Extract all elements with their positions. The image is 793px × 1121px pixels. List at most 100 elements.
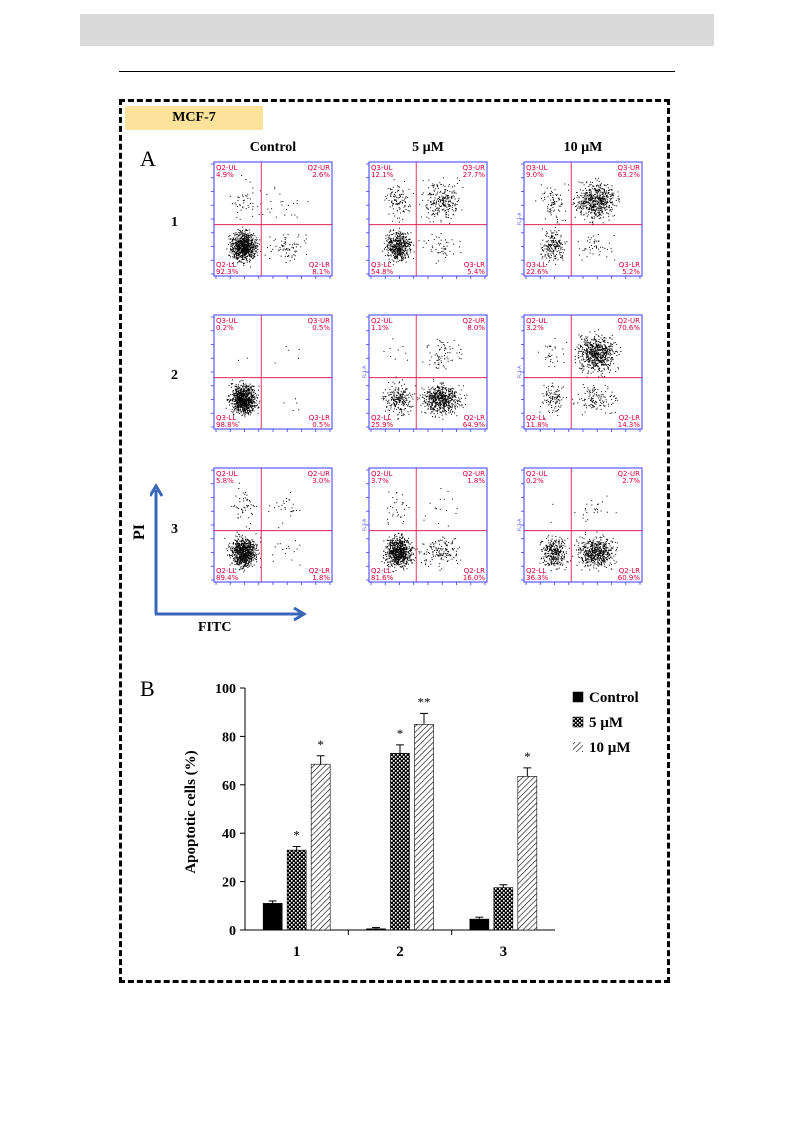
legend-swatch-1: [572, 716, 584, 728]
channel-label: FL1-A: [362, 365, 368, 378]
quadrant-label-ur-name: Q2-UR: [308, 470, 331, 478]
quadrant-label-lr: 1.8%: [312, 574, 330, 582]
pi-arrowhead: [150, 483, 164, 497]
x-tick-label: 2: [396, 944, 404, 960]
plot-border: [368, 314, 488, 430]
row-label-1: 1: [171, 215, 178, 230]
y-tick-label: 100: [215, 682, 236, 697]
quadrant-label-lr: 60.9%: [618, 574, 641, 582]
quadrant-label-ur-name: Q3-UR: [308, 317, 331, 325]
bar-3-1: [493, 887, 514, 931]
event-dots: [537, 329, 622, 419]
bar-1-0: [262, 903, 283, 931]
quadrant-label-ur-name: Q2-UR: [463, 317, 486, 325]
legend-label-1: 5 µM: [589, 715, 623, 731]
bar-3-2: [517, 776, 538, 931]
quadrant-label-ur: 1.8%: [467, 477, 485, 485]
pi-axis-label: PI: [131, 524, 148, 540]
legend-label-0: Control: [589, 690, 639, 706]
bar-2-0: [366, 928, 386, 931]
quadrant-label-ur: 27.7%: [463, 171, 486, 179]
quadrant-label-lr: 14.3%: [618, 421, 641, 429]
figure-frame: [119, 99, 670, 983]
quadrant-label-lr: 5.2%: [622, 268, 640, 276]
quadrant-label-ll-name: Q2-LL: [526, 414, 546, 422]
quadrant-label-ul: 9.0%: [526, 171, 544, 179]
quadrant-label-ll: 81.6%: [371, 574, 394, 582]
quadrant-label-lr-name: Q2-LR: [309, 261, 330, 269]
event-dots: [224, 482, 301, 573]
significance-mark: *: [397, 726, 404, 741]
quadrant-label-ul: 0.2%: [216, 324, 234, 332]
quadrant-label-ur: 3.0%: [312, 477, 330, 485]
quadrant-label-ul: 12.1%: [371, 171, 394, 179]
legend-label-2: 10 µM: [589, 740, 631, 756]
quadrant-label-ll: 25.9%: [371, 421, 394, 429]
y-tick-label: 80: [222, 730, 236, 745]
quadrant-label-ll: 54.8%: [371, 268, 394, 276]
quadrant-label-ur: 2.6%: [312, 171, 330, 179]
quadrant-label-ll: 92.3%: [216, 268, 239, 276]
bar-2-2: [414, 723, 434, 931]
channel-label: FL3-A: [517, 518, 523, 531]
y-tick-label: 60: [222, 779, 236, 794]
plot-border: [213, 467, 333, 583]
quadrant-label-lr-name: Q2-LR: [464, 567, 485, 575]
quadrant-label-ll-name: Q2-LL: [216, 261, 236, 269]
channel-label: FL1-A: [517, 212, 523, 225]
event-dots: [381, 338, 468, 421]
quadrant-label-ul: 1.1%: [371, 324, 389, 332]
quadrant-label-ul-name: Q2-UL: [526, 470, 548, 478]
quadrant-label-lr-name: Q2-LR: [619, 414, 640, 422]
event-dots: [539, 495, 618, 574]
quadrant-label-ll: 22.6%: [526, 268, 549, 276]
panel-b-label: B: [140, 676, 155, 701]
quadrant-label-ur: 8.0%: [467, 324, 485, 332]
bar-1-1: [286, 849, 307, 931]
quadrant-label-ul-name: Q3-UL: [216, 317, 238, 325]
quadrant-label-ul-name: Q3-UL: [526, 164, 548, 172]
fitc-axis-label: FITC: [198, 620, 232, 635]
quadrant-label-ul-name: Q2-UL: [371, 470, 393, 478]
event-dots: [225, 346, 300, 423]
row-label-3: 3: [171, 522, 178, 537]
y-tick-label: 0: [229, 924, 236, 939]
y-axis-label: Apoptotic cells (%): [183, 750, 199, 873]
bar-3-0: [469, 918, 490, 931]
quadrant-label-ll-name: Q3-LL: [371, 261, 391, 269]
quadrant-label-ll-name: Q3-LL: [526, 261, 546, 269]
axis-arrows: [150, 483, 307, 622]
quadrant-label-ul: 5.8%: [216, 477, 234, 485]
y-tick-label: 40: [222, 827, 236, 842]
fitc-arrowhead: [293, 606, 307, 622]
quadrant-label-lr-name: Q3-LR: [464, 261, 485, 269]
quadrant-label-ul-name: Q2-UL: [216, 470, 238, 478]
quadrant-label-ur: 0.5%: [312, 324, 330, 332]
quadrant-label-lr-name: Q3-LR: [309, 414, 330, 422]
channel-label: FL1-A: [517, 365, 523, 378]
apoptosis-bar-chart: Apoptotic cells (%) 0204060801001**2***3…: [183, 682, 639, 960]
x-tick-label: 3: [500, 944, 508, 960]
quadrant-label-lr: 8.1%: [312, 268, 330, 276]
column-header-5um: 5 µM: [412, 140, 444, 155]
row-label-2: 2: [171, 368, 178, 383]
plot-border: [523, 161, 643, 277]
quadrant-label-ur-name: Q2-UR: [618, 317, 641, 325]
quadrant-label-lr: 0.5%: [312, 421, 330, 429]
legend-swatch-0: [572, 691, 584, 703]
chart-legend: Control 5 µM 10 µM: [572, 690, 639, 756]
quadrant-label-ul-name: Q2-UL: [371, 317, 393, 325]
header-rule: [119, 71, 675, 72]
quadrant-label-ll-name: Q2-LL: [526, 567, 546, 575]
quadrant-label-ur: 2.7%: [622, 477, 640, 485]
quadrant-label-ur-name: Q3-UR: [463, 164, 486, 172]
event-dots: [381, 488, 462, 573]
quadrant-label-ur-name: Q2-UR: [463, 470, 486, 478]
bar-2-1: [390, 753, 410, 931]
